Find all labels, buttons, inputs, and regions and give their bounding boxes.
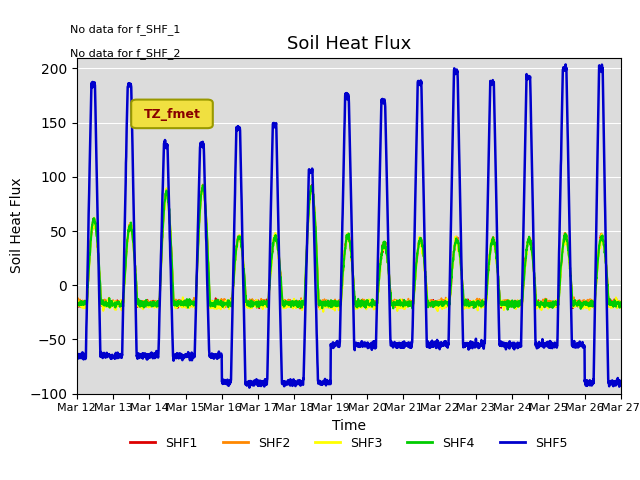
SHF1 [371,306,378,312]
SHF4 [617,301,625,307]
SHF1 [508,300,515,305]
SHF2 [508,300,515,306]
SHF5 [73,350,81,356]
SHF4 [584,300,592,306]
Line: SHF4: SHF4 [77,185,621,310]
SHF2 [73,300,81,306]
Line: SHF2: SHF2 [77,184,621,308]
SHF5 [246,385,253,391]
Text: TZ_fmet: TZ_fmet [143,108,200,120]
Y-axis label: Soil Heat Flux: Soil Heat Flux [10,178,24,274]
SHF3 [570,301,577,307]
SHF2 [324,305,332,311]
SHF1 [308,182,316,188]
SHF1 [584,301,592,307]
SHF4 [365,300,372,306]
SHF3 [198,183,206,189]
SHF2 [584,300,592,305]
Legend: SHF1, SHF2, SHF3, SHF4, SHF5: SHF1, SHF2, SHF3, SHF4, SHF5 [125,432,572,455]
SHF3 [508,300,515,305]
SHF4 [376,262,384,267]
Line: SHF3: SHF3 [77,186,621,312]
SHF5 [225,383,232,389]
FancyBboxPatch shape [131,100,212,128]
Text: No data for f_SHF_2: No data for f_SHF_2 [70,48,181,59]
SHF2 [617,300,625,306]
SHF4 [73,301,81,307]
SHF5 [570,339,577,345]
SHF3 [584,303,592,309]
SHF2 [365,301,372,307]
SHF1 [73,299,81,305]
SHF3 [225,301,232,307]
SHF5 [507,343,515,348]
SHF4 [504,307,511,312]
SHF3 [319,309,327,314]
SHF5 [376,144,384,149]
SHF3 [365,297,372,302]
SHF3 [73,300,81,306]
SHF4 [570,300,577,306]
SHF1 [617,299,625,305]
SHF1 [225,301,232,307]
SHF2 [225,302,232,308]
SHF1 [377,259,385,265]
SHF3 [617,304,625,310]
SHF2 [377,256,385,262]
SHF4 [199,182,207,188]
SHF5 [365,343,372,349]
Title: Soil Heat Flux: Soil Heat Flux [287,35,411,53]
SHF3 [377,257,385,263]
Line: SHF1: SHF1 [77,185,621,309]
SHF5 [584,380,592,385]
SHF1 [570,305,577,311]
SHF5 [617,382,625,387]
Line: SHF5: SHF5 [77,64,621,388]
SHF2 [199,181,207,187]
SHF4 [508,302,515,308]
X-axis label: Time: Time [332,419,366,433]
SHF2 [570,300,577,306]
SHF5 [562,61,570,67]
SHF1 [365,300,372,306]
Text: No data for f_SHF_1: No data for f_SHF_1 [70,24,180,35]
SHF4 [225,300,232,306]
